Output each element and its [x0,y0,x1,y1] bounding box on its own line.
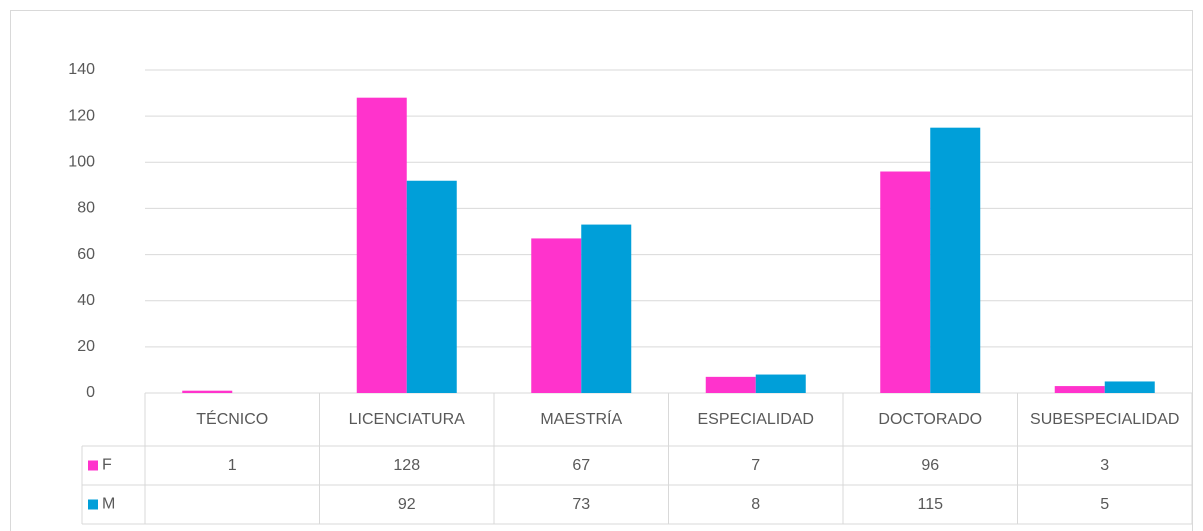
bar [1054,386,1105,393]
table-value: 3 [1100,456,1110,474]
bar [755,374,806,393]
table-value: 128 [393,456,421,474]
x-tick-label: MAESTRÍA [540,410,623,428]
y-tick-label: 60 [77,246,95,263]
table-value [145,485,320,524]
legend-swatch [88,499,98,510]
bar [581,224,632,393]
x-tick-label: LICENCIATURA [348,410,465,428]
bar [531,238,582,393]
bar [880,171,931,393]
bar [930,127,981,393]
x-tick-label: ESPECIALIDAD [697,410,814,428]
table-value: 115 [917,495,943,513]
table-value: 1 [227,456,237,474]
bar [356,97,407,393]
table-value: 7 [751,456,761,474]
y-tick-label: 40 [77,292,95,309]
legend-swatch [88,460,98,471]
y-tick-label: 100 [68,154,95,171]
bar [1104,381,1155,393]
table-value: 92 [397,495,416,513]
x-tick-label: TÉCNICO [196,410,269,428]
bar [406,180,457,393]
bar [182,390,233,393]
table-value: 67 [572,456,591,474]
y-tick-label: 140 [68,61,95,78]
table-value: 8 [751,495,761,513]
x-tick-label: SUBESPECIALIDAD [1030,410,1180,428]
legend-label: M [102,496,115,513]
y-tick-label: 120 [68,107,95,124]
table-value: 73 [572,495,591,513]
bar [705,376,756,393]
y-tick-label: 0 [86,384,95,401]
x-tick-label: DOCTORADO [878,410,983,428]
y-tick-label: 80 [77,200,95,217]
table-value: 5 [1100,495,1110,513]
chart-border [10,10,1193,531]
y-tick-label: 20 [77,338,95,355]
legend-label: F [102,457,112,474]
table-value: 96 [921,456,940,474]
